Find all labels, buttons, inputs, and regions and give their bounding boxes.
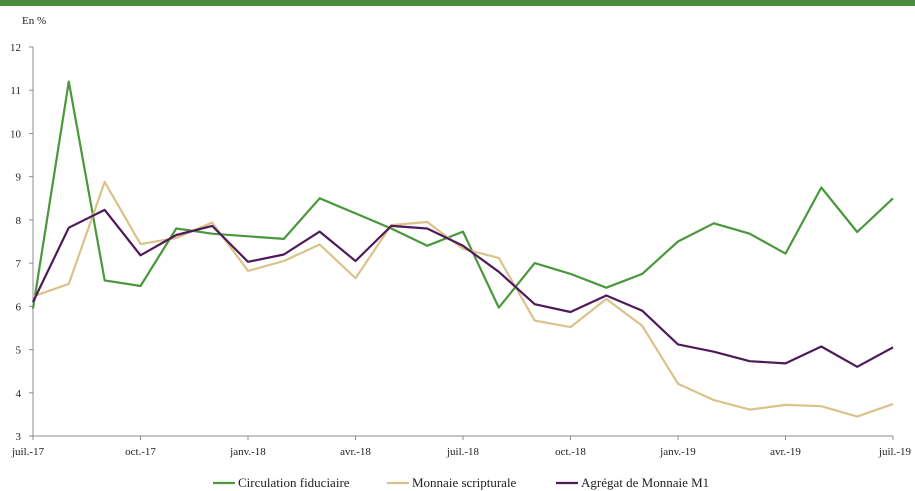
x-tick-label: juil.-19	[878, 446, 912, 458]
y-tick-label: 6	[16, 301, 22, 313]
y-tick-label: 4	[16, 388, 22, 400]
series-line-1	[31, 80, 894, 309]
x-tick-label: juil.-18	[446, 446, 480, 458]
legend-label-3: Agrégat de Monnaie M1	[581, 475, 709, 490]
legend-label-2: Monnaie scripturale	[412, 475, 517, 490]
series-line-2	[32, 180, 894, 418]
y-tick-label: 5	[16, 345, 22, 357]
x-tick-label: juil.-17	[11, 446, 45, 458]
y-tick-label: 12	[10, 42, 21, 54]
x-axis: juil.-17 oct.-17 janv.-18 avr.-18 juil.-18 oc…	[11, 435, 912, 458]
y-tick-label: 10	[10, 128, 22, 140]
top-accent-bar	[0, 0, 915, 6]
series-line-3	[32, 208, 894, 368]
unit-label: En %	[22, 15, 46, 27]
y-axis: 3 4 5 6 7 8 9 10 11 12	[10, 42, 34, 443]
y-tick-label: 8	[16, 215, 22, 227]
y-tick-label: 7	[16, 258, 22, 270]
y-tick-label: 9	[16, 172, 22, 184]
series-lines	[31, 80, 894, 418]
legend: Circulation fiduciaire Monnaie scriptural…	[213, 475, 709, 490]
x-tick-label: oct.-18	[555, 446, 586, 458]
x-tick-label: avr.-18	[340, 446, 371, 458]
x-tick-label: janv.-18	[229, 446, 266, 458]
x-tick-label: avr.-19	[770, 446, 801, 458]
legend-label-1: Circulation fiduciaire	[238, 475, 350, 490]
x-tick-label: oct.-17	[125, 446, 156, 458]
x-tick-label: janv.-19	[659, 446, 696, 458]
y-tick-label: 3	[16, 431, 22, 443]
y-tick-label: 11	[10, 85, 21, 97]
